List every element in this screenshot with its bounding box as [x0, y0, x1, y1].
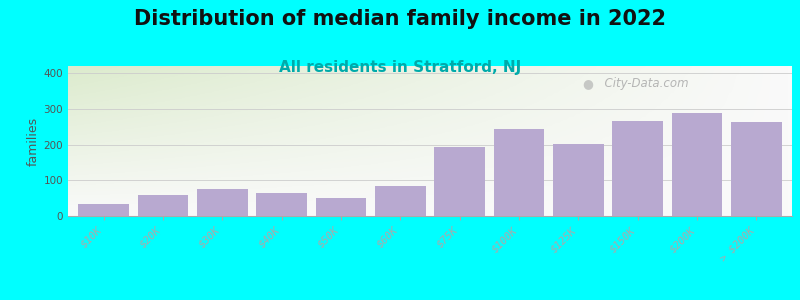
Bar: [257, 193, 307, 216]
Bar: [197, 189, 247, 216]
Bar: [553, 143, 603, 216]
Bar: [138, 195, 188, 216]
Text: ●: ●: [582, 77, 593, 91]
Text: Distribution of median family income in 2022: Distribution of median family income in …: [134, 9, 666, 29]
Bar: [316, 198, 366, 216]
Bar: [613, 121, 663, 216]
Bar: [731, 122, 782, 216]
Bar: [78, 203, 129, 216]
Bar: [672, 113, 722, 216]
Bar: [375, 186, 426, 216]
Text: City-Data.com: City-Data.com: [597, 77, 688, 91]
Y-axis label: families: families: [26, 116, 39, 166]
Text: All residents in Stratford, NJ: All residents in Stratford, NJ: [279, 60, 521, 75]
Bar: [434, 147, 485, 216]
Bar: [494, 128, 544, 216]
